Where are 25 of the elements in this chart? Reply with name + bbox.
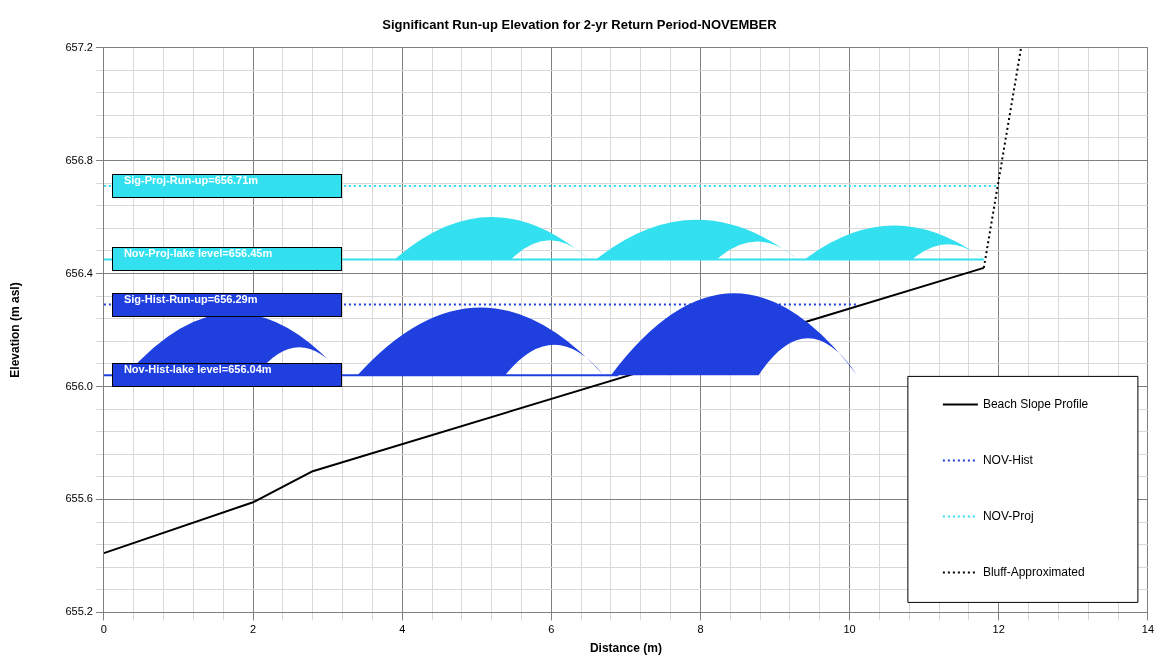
legend-label: Beach Slope Profile [982,396,1089,411]
legend-label: NOV-Proj [982,508,1034,523]
x-tick-label: 14 [1141,623,1155,636]
x-tick-label: 0 [100,623,107,636]
x-tick-label: 6 [548,623,555,636]
annotation: Nov-Proj-lake level=656.45m [123,247,273,262]
y-tick-label: 656.0 [65,379,93,392]
y-tick-label: 656.8 [65,153,93,166]
x-tick-label: 8 [697,623,704,636]
chart-title: Significant Run-up Elevation for 2-yr Return Period-NOVEMBER [382,17,778,33]
annotation: Nov-Hist-lake level=656.04m [123,363,272,378]
annotation: Sig-Proj-Run-up=656.71m [123,173,259,188]
x-axis-title: Distance (m) [589,641,662,656]
y-tick-label: 655.2 [65,605,93,618]
y-axis-title: Elevation (m asl) [7,282,22,378]
x-tick-label: 12 [992,623,1005,636]
x-tick-label: 2 [250,623,257,636]
y-tick-label: 657.2 [65,40,93,53]
annotation: Sig-Hist-Run-up=656.29m [123,292,258,307]
legend-label: Bluff-Approximated [982,564,1085,579]
y-tick-label: 655.6 [65,492,93,505]
legend-label: NOV-Hist [982,452,1034,467]
y-tick-label: 656.4 [65,266,93,279]
x-tick-label: 10 [843,623,856,636]
x-tick-label: 4 [399,623,406,636]
